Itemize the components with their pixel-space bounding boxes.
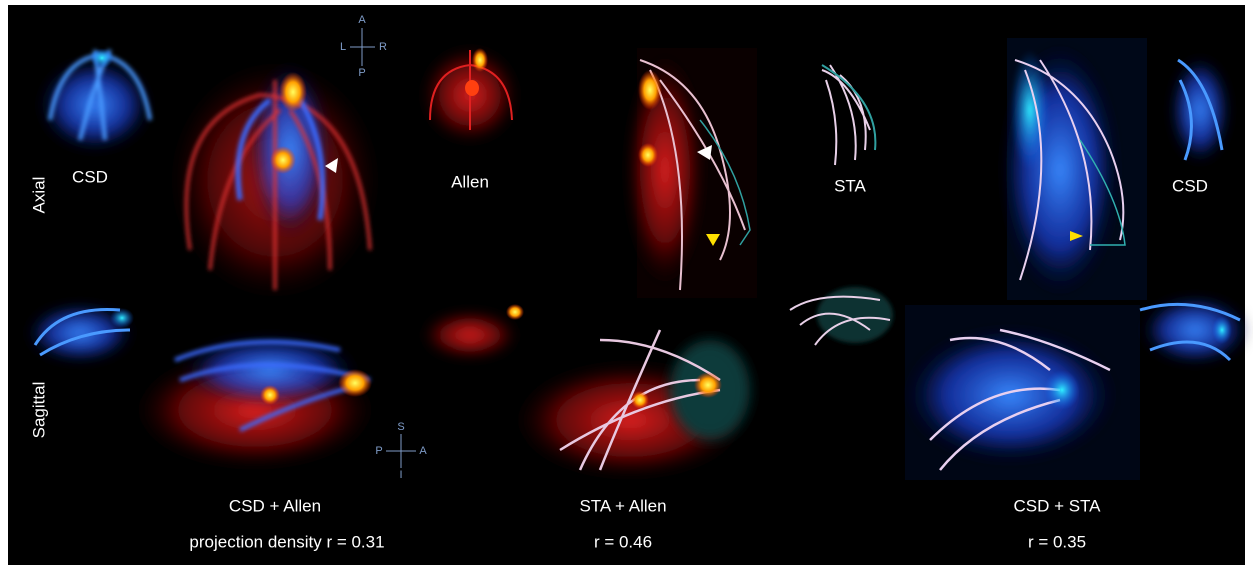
compass-label: P <box>375 445 382 457</box>
compass-label: L <box>340 41 346 53</box>
axial-csd-sta <box>1000 38 1147 300</box>
caption-title: CSD + STA <box>1013 496 1101 515</box>
caption-stat: projection density r = 0.31 <box>189 532 384 551</box>
caption-title: CSD + Allen <box>229 496 321 515</box>
row-label: Axial <box>29 177 48 214</box>
compass-label: P <box>358 67 365 79</box>
compass-label: A <box>419 445 427 457</box>
caption-stat: r = 0.35 <box>1028 532 1086 551</box>
sagittal-csd-sta <box>900 305 1140 480</box>
panel-label: Allen <box>451 172 489 191</box>
sagittal-csd-right <box>1140 295 1250 365</box>
compass-label: R <box>379 41 387 53</box>
axial-sta-allen <box>625 48 757 298</box>
compass-label: A <box>358 14 366 26</box>
panel-label: STA <box>834 176 866 195</box>
caption-stat: r = 0.46 <box>594 532 652 551</box>
axial-allen <box>420 45 520 145</box>
image-panels <box>25 38 1250 480</box>
axial-csd-right <box>1170 55 1230 165</box>
row-label: Sagittal <box>29 382 48 439</box>
compass-label: S <box>397 421 404 433</box>
figure: A L R P S P A I Axial Sagittal CSD Allen… <box>0 0 1253 571</box>
sagittal-csd <box>25 303 135 363</box>
compass-label: I <box>399 469 402 481</box>
caption-title: STA + Allen <box>579 496 666 515</box>
axial-csd-allen <box>165 55 385 305</box>
panel-label: CSD <box>1172 176 1208 195</box>
panel-label: CSD <box>72 167 108 186</box>
